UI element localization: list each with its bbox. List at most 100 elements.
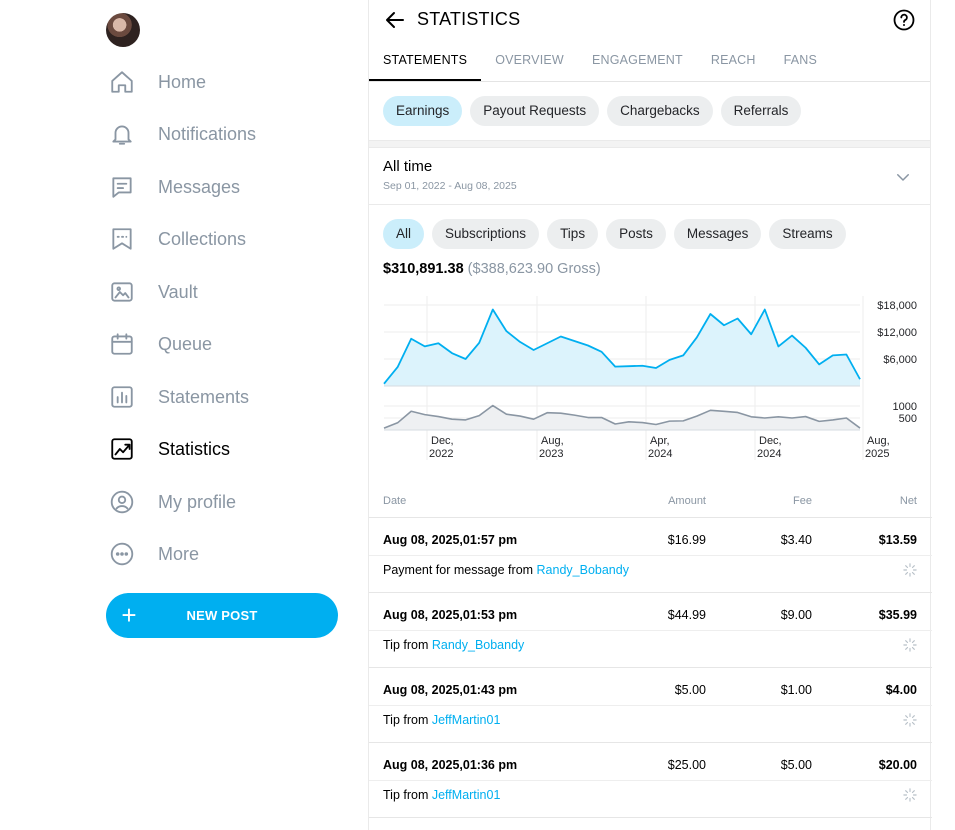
tx-desc-text: Tip from [383,638,432,652]
filter-posts[interactable]: Posts [606,219,666,249]
tx-description: Tip from JeffMartin01 [383,713,500,727]
y-tick-label: $6,000 [883,354,917,366]
pill-earnings[interactable]: Earnings [383,96,463,126]
table-row[interactable]: Aug 08, 2025,01:57 pm $16.99 $3.40 $13.59 Pa… [369,518,932,593]
x-tick-label: Aug, [541,435,564,447]
plus-icon: + [121,600,137,630]
sidebar-item-label: More [158,543,200,564]
bookmark-icon [108,225,136,253]
x-tick-label: 2024 [757,448,781,460]
message-icon [108,173,136,201]
divider [369,140,930,148]
tab-overview[interactable]: OVERVIEW [495,53,564,67]
x-tick-label: 2024 [648,448,672,460]
sidebar: Home Notifications Messages Collections … [0,0,368,830]
tx-description: Tip from JeffMartin01 [383,788,500,802]
tx-amount: $25.00 [667,758,706,772]
main-panel: STATISTICS STATEMENTS OVERVIEW ENGAGEMEN… [368,0,932,830]
filter-tips[interactable]: Tips [547,219,599,249]
sidebar-item-collections[interactable]: Collections [108,224,246,254]
sidebar-item-my-profile[interactable]: My profile [108,487,236,517]
sidebar-item-label: Statements [158,386,250,407]
new-post-button[interactable]: + NEW POST [106,593,338,638]
image-icon [108,278,136,306]
tx-fee: $9.00 [780,608,812,622]
tab-reach[interactable]: REACH [710,53,756,67]
transaction-summary: Aug 08, 2025,01:53 pm $44.99 $9.00 $35.99 [369,593,932,631]
sidebar-item-statements[interactable]: Statements [108,382,249,412]
x-tick-label: 2022 [429,448,453,460]
filter-messages[interactable]: Messages [673,219,762,249]
back-arrow-icon[interactable] [383,8,407,32]
filter-subscriptions[interactable]: Subscriptions [432,219,540,249]
tx-net: $13.59 [878,533,917,547]
pending-spinner-icon [903,638,917,652]
pill-payout-requests[interactable]: Payout Requests [470,96,600,126]
sidebar-item-label: Collections [158,228,247,249]
period-selector[interactable]: All time Sep 01, 2022 - Aug 08, 2025 [369,148,930,205]
pill-chargebacks[interactable]: Chargebacks [607,96,713,126]
header: STATISTICS [369,0,930,40]
count-line [383,404,861,429]
table-row[interactable]: Aug 08, 2025,01:53 pm $44.99 $9.00 $35.99 Ti… [369,593,932,668]
help-icon[interactable] [892,8,916,32]
sidebar-item-notifications[interactable]: Notifications [108,119,256,149]
tx-user-link[interactable]: JeffMartin01 [431,788,501,802]
filter-streams[interactable]: Streams [769,219,846,249]
tx-desc-text: Tip from [383,788,432,802]
period-title: All time [383,158,433,175]
col-fee: Fee [793,495,812,507]
sidebar-item-vault[interactable]: Vault [108,277,198,307]
tab-fans[interactable]: FANS [783,53,818,67]
y-tick-label: $18,000 [877,300,917,312]
gross-total: ($388,623.90 Gross) [467,261,601,277]
tx-fee: $1.00 [780,683,812,697]
x-tick-label: Dec, [431,435,454,447]
sidebar-item-home[interactable]: Home [108,67,206,97]
tab-statements[interactable]: STATEMENTS [369,40,482,81]
filter-all[interactable]: All [383,219,425,249]
pending-spinner-icon [903,788,917,802]
sidebar-item-label: My profile [158,491,237,512]
col-amount: Amount [668,495,706,507]
sidebar-item-statistics[interactable]: Statistics [108,434,230,464]
tx-desc-text: Payment for message from [383,563,537,577]
sidebar-item-label: Notifications [158,123,257,144]
tx-date: Aug 08, 2025,01:53 pm [383,608,518,622]
chevron-down-icon [897,174,909,181]
page-title: STATISTICS [417,9,521,29]
period-range: Sep 01, 2022 - Aug 08, 2025 [383,180,517,192]
tx-amount: $16.99 [667,533,706,547]
profile-icon [108,488,136,516]
table-row[interactable]: Aug 08, 2025,01:36 pm $25.00 $5.00 $20.00 Ti… [369,743,932,818]
tx-amount: $5.00 [674,683,706,697]
pending-spinner-icon [903,563,917,577]
tx-user-link[interactable]: Randy_Bobandy [431,638,525,652]
earnings-area [384,309,860,386]
tab-engagement[interactable]: ENGAGEMENT [591,53,683,67]
x-tick-label: Aug, [867,435,890,447]
avatar[interactable] [106,13,140,47]
tx-description: Tip from Randy_Bobandy [383,638,524,652]
calendar-icon [108,330,136,358]
pill-referrals[interactable]: Referrals [720,96,802,126]
table-row[interactable]: Aug 08, 2025,01:43 pm $5.00 $1.00 $4.00 Tip … [369,668,932,743]
more-icon [108,540,136,568]
sidebar-item-more[interactable]: More [108,539,199,569]
sidebar-item-queue[interactable]: Queue [108,329,212,359]
table-header: Date Amount Fee Net [369,488,932,518]
earnings-chart: $18,000$12,000$6,0001000500Dec,2022Aug,2… [383,296,917,460]
count-area [384,405,860,430]
tx-description: Payment for message from Randy_Bobandy [383,563,629,577]
col-net: Net [899,495,917,507]
sidebar-item-messages[interactable]: Messages [108,172,240,202]
tx-user-link[interactable]: JeffMartin01 [431,713,501,727]
sidebar-item-label: Statistics [158,438,231,459]
tab-bar: STATEMENTS OVERVIEW ENGAGEMENT REACH FAN… [369,40,930,82]
tx-user-link[interactable]: Randy_Bobandy [536,563,629,577]
transaction-summary: Aug 08, 2025,01:43 pm $5.00 $1.00 $4.00 [369,668,932,706]
transaction-summary: Aug 08, 2025,01:36 pm $25.00 $5.00 $20.00 [369,743,932,781]
tx-date: Aug 08, 2025,01:43 pm [383,683,518,697]
x-tick-label: 2023 [539,448,563,460]
statement-type-pills: Earnings Payout Requests Chargebacks Ref… [369,82,930,140]
